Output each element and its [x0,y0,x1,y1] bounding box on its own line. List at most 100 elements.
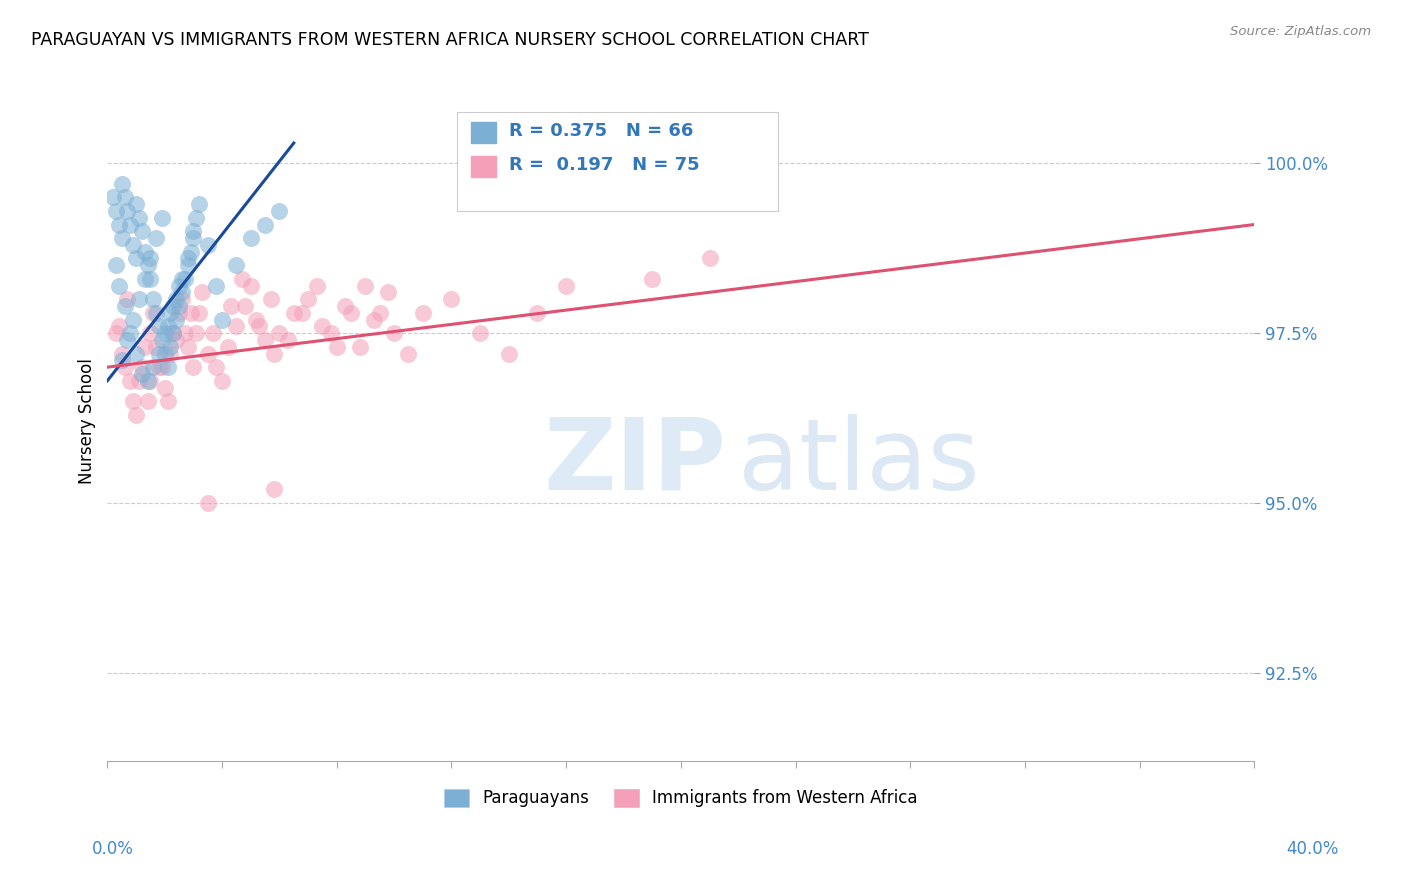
Point [159,340,181,354]
Point [165,292,187,306]
Point [412,306,434,320]
Text: PARAGUAYAN VS IMMIGRANTS FROM WESTERN AFRICA NURSERY SCHOOL CORRELATION CHART: PARAGUAYAN VS IMMIGRANTS FROM WESTERN AF… [31,31,869,49]
Point [377,285,399,300]
Point [136,374,159,388]
Point [131,360,153,375]
Point [139,326,162,341]
Point [156,360,179,375]
Point [150,211,173,225]
Point [125,252,148,266]
FancyBboxPatch shape [471,122,496,143]
Point [122,394,145,409]
Point [162,299,184,313]
Point [263,483,285,497]
Point [186,211,208,225]
Point [156,394,179,409]
Point [139,272,162,286]
Point [145,340,167,354]
Point [111,177,134,191]
Point [117,203,139,218]
Point [233,299,256,313]
Point [197,496,219,510]
Point [131,367,153,381]
Point [340,306,363,320]
Point [170,292,193,306]
FancyBboxPatch shape [457,112,779,211]
Point [319,326,342,341]
Point [239,231,262,245]
Point [382,326,405,341]
Point [139,252,162,266]
Point [134,244,156,259]
Point [120,326,142,341]
Text: Source: ZipAtlas.com: Source: ZipAtlas.com [1230,25,1371,38]
Point [148,346,170,360]
Point [398,346,420,360]
Point [254,218,277,232]
Point [139,374,162,388]
Point [128,211,150,225]
Point [117,333,139,347]
Point [349,340,371,354]
Point [165,312,187,326]
Point [305,278,328,293]
Point [498,346,520,360]
Point [188,306,211,320]
Text: ZIP: ZIP [543,414,725,511]
Point [165,333,187,347]
Point [101,190,124,204]
Point [128,374,150,388]
Point [173,272,195,286]
Point [217,340,239,354]
Point [153,380,176,394]
Point [153,326,176,341]
Point [148,360,170,375]
Y-axis label: Nursery School: Nursery School [79,359,96,484]
Point [173,326,195,341]
Point [641,272,664,286]
Point [245,312,267,326]
Point [136,394,159,409]
Point [205,360,228,375]
Point [363,312,385,326]
Point [239,278,262,293]
Point [167,306,190,320]
Point [153,346,176,360]
Point [205,278,228,293]
Point [260,292,283,306]
Point [170,285,193,300]
Point [440,292,463,306]
Point [263,346,285,360]
Point [202,326,225,341]
Point [291,306,314,320]
Point [120,218,142,232]
Point [128,292,150,306]
Point [134,272,156,286]
Point [114,360,136,375]
Point [134,340,156,354]
Point [159,346,181,360]
Point [142,292,165,306]
Point [526,306,548,320]
Point [269,203,291,218]
Point [188,197,211,211]
Point [219,299,242,313]
Text: 40.0%: 40.0% [1286,840,1339,858]
Point [120,374,142,388]
Point [142,360,165,375]
Point [162,326,184,341]
Point [108,319,131,334]
Point [114,190,136,204]
Point [176,258,198,272]
Point [145,231,167,245]
Point [225,258,247,272]
Text: atlas: atlas [738,414,980,511]
Point [186,326,208,341]
Point [197,238,219,252]
Text: 0.0%: 0.0% [91,840,134,858]
Point [180,306,202,320]
Point [247,319,270,334]
Point [142,306,165,320]
Point [183,231,205,245]
Point [269,326,291,341]
